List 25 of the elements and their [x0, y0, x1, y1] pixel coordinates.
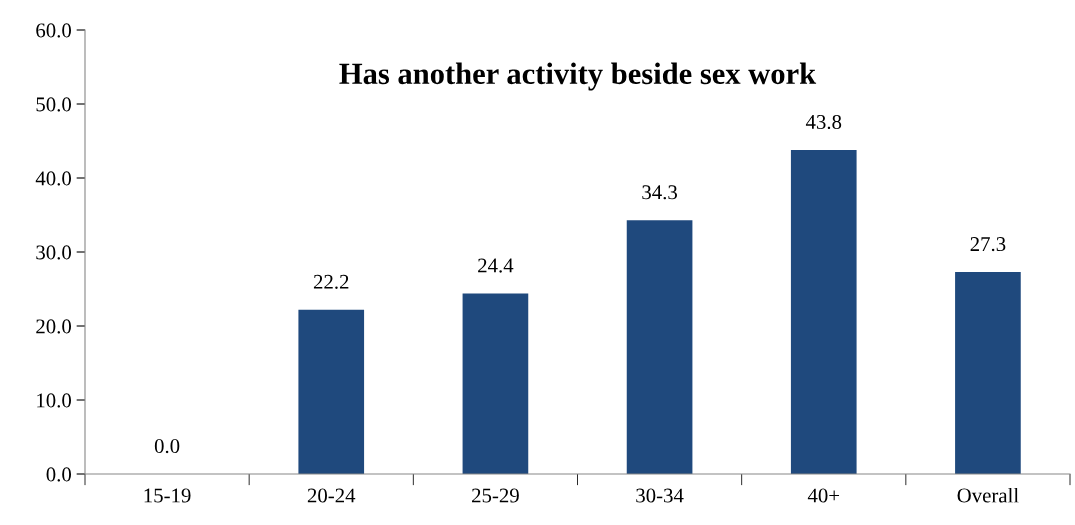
y-tick-label: 30.0 — [36, 245, 72, 260]
data-label: 43.8 — [805, 114, 842, 130]
text: Has another activity beside sex work — [339, 62, 817, 91]
x-tick-label: 30-34 — [636, 488, 684, 503]
y-tick-label: 0.0 — [46, 467, 72, 482]
y-tick-label: 20.0 — [36, 319, 72, 334]
y-tick-label: 10.0 — [37, 393, 72, 408]
x-tick-label: 25-29 — [472, 488, 519, 503]
x-tick-label: 20-24 — [307, 488, 356, 503]
x-tick-label: 40+ — [807, 488, 840, 503]
y-tick-label: 40.0 — [35, 171, 72, 186]
data-label: 24.4 — [478, 258, 514, 273]
x-tick-label: Overall — [957, 487, 1019, 503]
y-tick-label: 50.0 — [36, 97, 72, 112]
x-tick-label: 15-19 — [144, 488, 191, 503]
data-label: 22.2 — [313, 274, 349, 289]
data-label: 0.0 — [154, 439, 180, 454]
data-label: 34.3 — [642, 185, 677, 200]
bar — [955, 271, 1021, 474]
bar — [462, 293, 529, 474]
bar — [790, 149, 857, 474]
data-label: 27.3 — [970, 237, 1006, 252]
y-tick-label: 60.0 — [36, 23, 72, 38]
bar — [298, 309, 365, 474]
bar — [626, 220, 693, 474]
